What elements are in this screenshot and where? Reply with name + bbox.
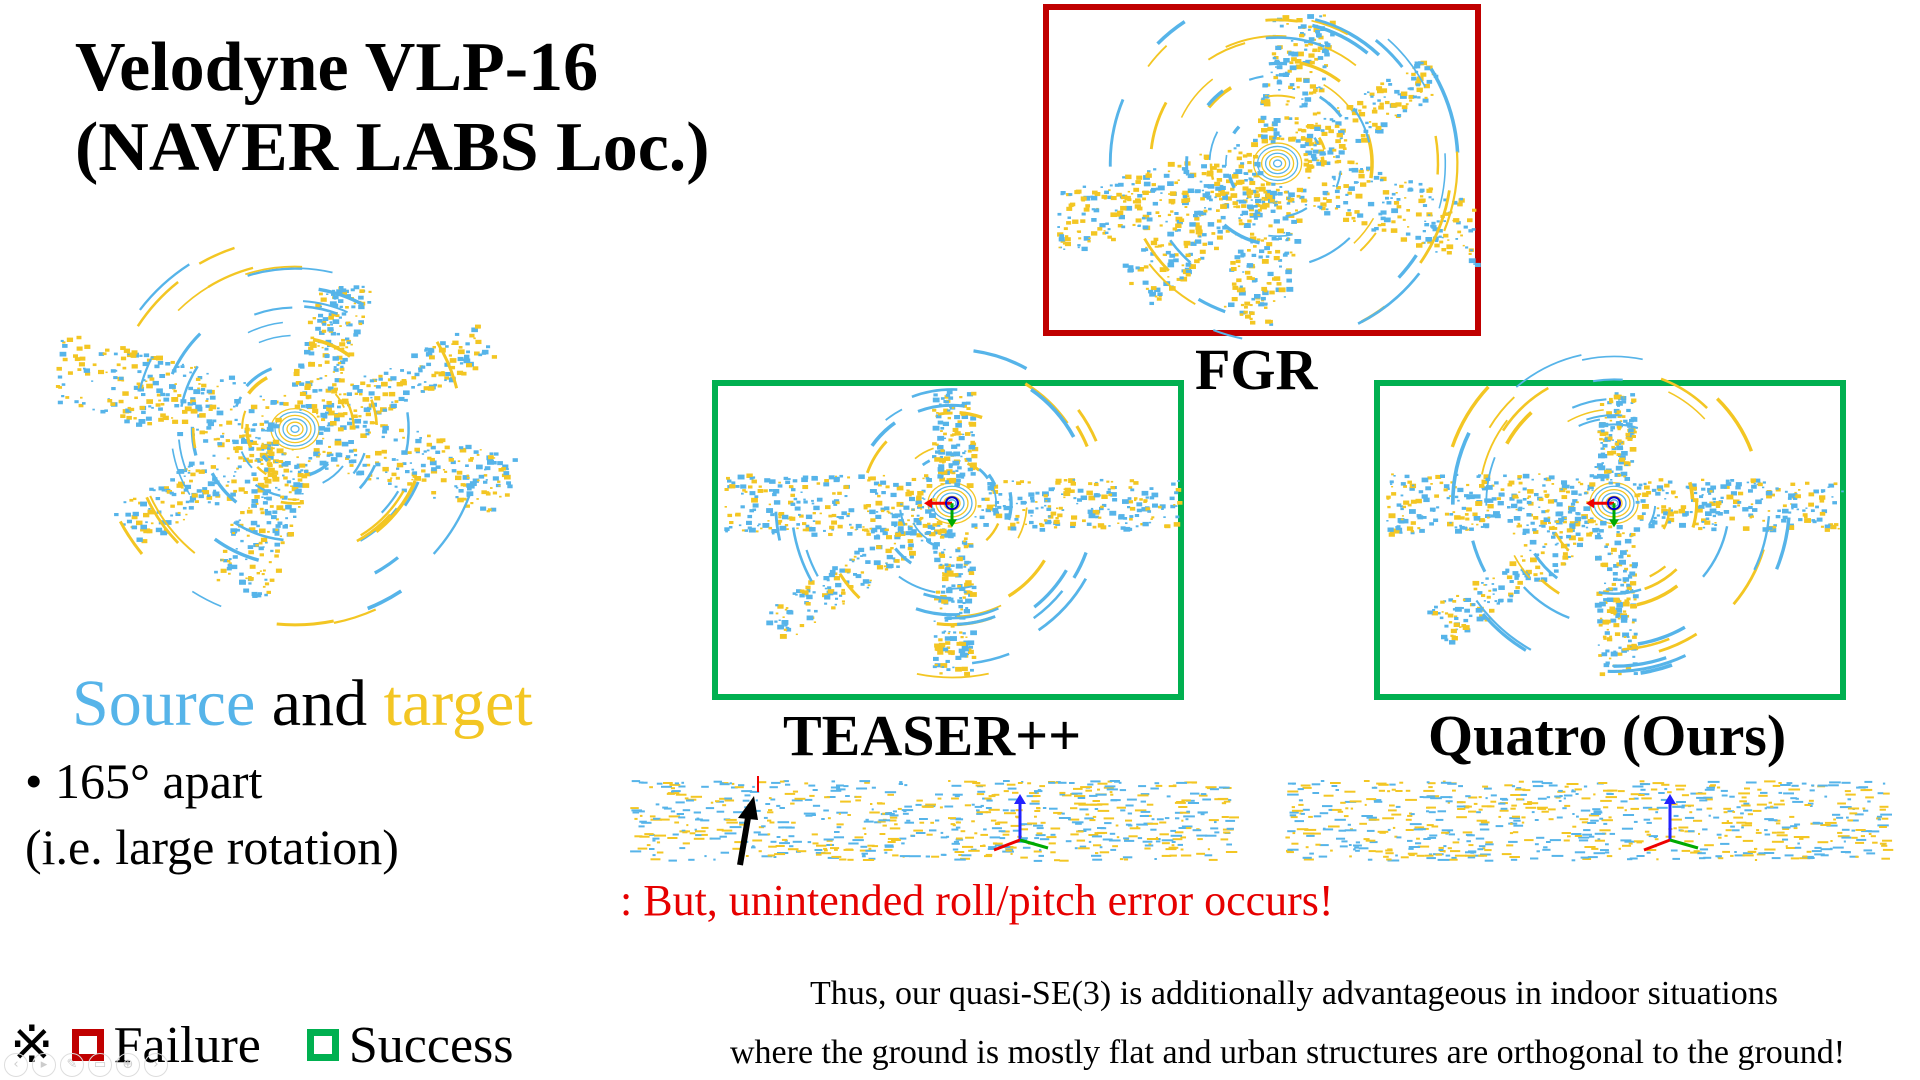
and-word: and (271, 667, 368, 740)
zoom-icon[interactable]: ⊕ (116, 1053, 140, 1077)
target-word: target (383, 667, 533, 740)
teaser-point-cloud (724, 349, 1183, 679)
rotation-detail: (i.e. large rotation) (25, 819, 399, 875)
fgr-label: FGR (1195, 337, 1318, 402)
status-legend: ※ Failure Success (10, 1015, 514, 1075)
coordinate-axes-icon (1586, 496, 1621, 528)
next-icon[interactable]: › (144, 1053, 168, 1077)
bullet-text: 165° apart (55, 753, 263, 809)
slide-title: Velodyne VLP-16 (NAVER LABS Loc.) (75, 28, 710, 188)
caption-line-1: Thus, our quasi-SE(3) is additionally ad… (810, 975, 1778, 1012)
source-word: Source (72, 667, 256, 740)
teaser-label: TEASER++ (783, 703, 1082, 768)
fgr-point-cloud (1057, 14, 1481, 340)
quatro-point-cloud (1386, 354, 1844, 677)
quatro-label: Quatro (Ours) (1428, 703, 1787, 768)
fgr-result-frame (1043, 4, 1481, 340)
success-label: Success (348, 1016, 514, 1074)
quatro-result-frame (1374, 354, 1846, 700)
play-icon[interactable]: ▸ (32, 1053, 56, 1077)
copy-icon[interactable]: ▭ (88, 1053, 112, 1077)
arrow-icon (737, 776, 759, 866)
prev-icon[interactable]: ‹ (4, 1053, 28, 1077)
teaser-side-view (630, 776, 1240, 866)
quatro-side-view (1285, 780, 1894, 862)
failure-square-icon (71, 1029, 104, 1061)
roll-pitch-note: : But, unintended roll/pitch error occur… (620, 876, 1334, 925)
source-target-label: Source and target (72, 666, 533, 742)
slideshow-toolbar[interactable]: ‹ ▸ ✎ ▭ ⊕ › (4, 1053, 168, 1077)
coordinate-axes-icon (924, 496, 959, 528)
caption-line-2: where the ground is mostly flat and urba… (730, 1034, 1846, 1071)
title-line-2: (NAVER LABS Loc.) (75, 109, 710, 186)
teaser-result-frame (712, 349, 1184, 700)
coordinate-axes-icon (993, 794, 1049, 852)
coordinate-axes-icon (1643, 794, 1699, 852)
rotation-bullet: • 165° apart (25, 752, 262, 810)
bullet-marker: • (25, 753, 43, 809)
input-point-cloud (55, 246, 518, 627)
pen-icon[interactable]: ✎ (60, 1053, 84, 1077)
success-square-icon (306, 1029, 339, 1061)
title-line-1: Velodyne VLP-16 (75, 29, 599, 106)
